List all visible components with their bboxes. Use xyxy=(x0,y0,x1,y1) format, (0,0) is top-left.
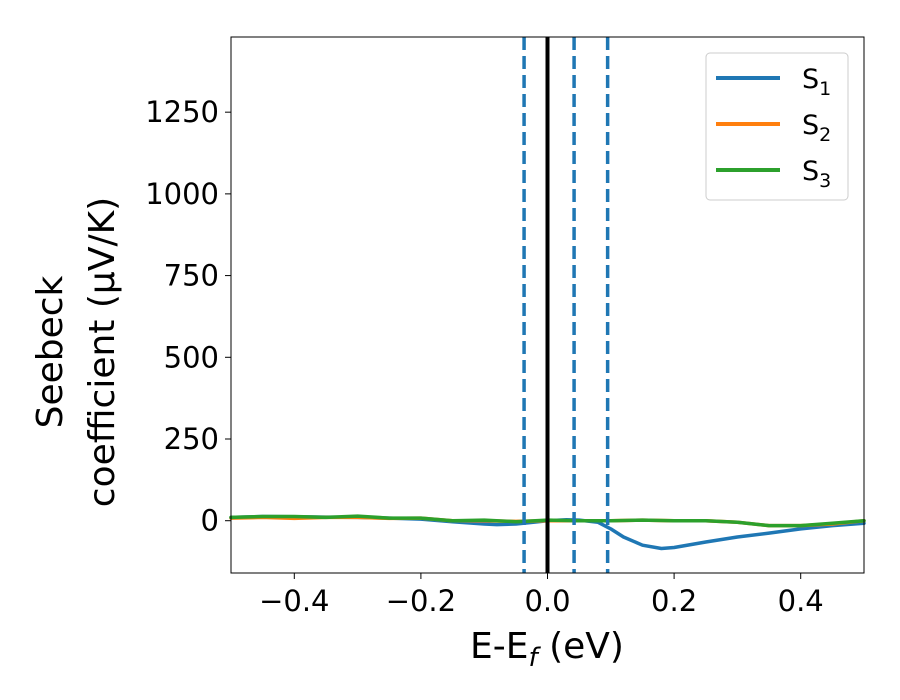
x-tick-label: −0.4 xyxy=(259,584,329,618)
y-tick-label: 1250 xyxy=(145,95,219,129)
y-tick-label: 250 xyxy=(164,422,219,456)
y-axis-title-line2: coefficient (μV/K) xyxy=(82,197,123,507)
legend: S1 S2 S3 xyxy=(705,52,849,201)
legend-label-1: S1 xyxy=(802,64,831,100)
x-tick-label: −0.2 xyxy=(386,584,456,618)
y-tick-label: 1000 xyxy=(145,177,219,211)
legend-label-2: S2 xyxy=(802,110,831,146)
x-axis-title: E-Ef (eV) xyxy=(470,626,624,673)
x-tick-label: 0.2 xyxy=(651,584,697,618)
y-tick-label: 500 xyxy=(164,340,219,374)
y-axis-ticks: 0 250 500 750 1000 1250 xyxy=(145,95,231,538)
y-tick-label: 0 xyxy=(201,504,219,538)
legend-label-3: S3 xyxy=(802,156,831,192)
y-axis-title-line1: Seebeck xyxy=(30,275,71,428)
x-axis-ticks: −0.4 −0.2 0.0 0.2 0.4 xyxy=(259,573,824,618)
x-tick-label: 0.4 xyxy=(778,584,824,618)
legend-box xyxy=(705,52,849,201)
y-tick-label: 750 xyxy=(164,259,219,293)
x-tick-label: 0.0 xyxy=(524,584,570,618)
y-axis-title: Seebeck coefficient (μV/K) xyxy=(30,197,123,507)
reference-lines xyxy=(522,37,610,573)
